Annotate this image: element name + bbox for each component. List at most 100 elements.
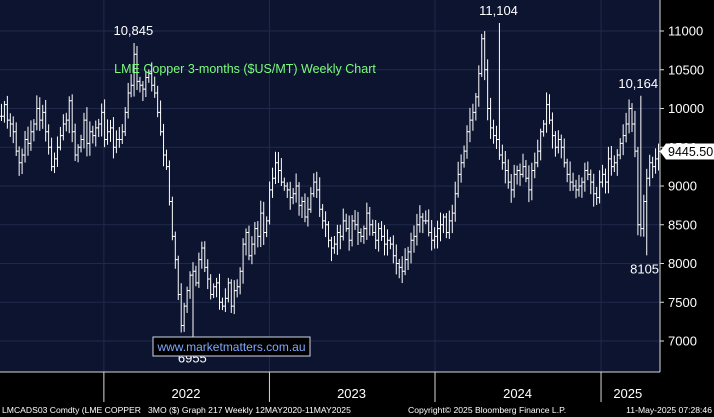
ohlc-bar [41,104,45,129]
ohlc-bar [185,286,189,313]
ohlc-bar [158,100,163,136]
ohlc-bar [247,225,251,261]
ohlc-bar [350,215,354,247]
ohlc-bar [226,277,230,303]
ohlc-bar [559,134,563,159]
ohlc-bar [0,103,4,122]
ohlc-bar [359,228,363,243]
ohlc-bar [47,124,51,155]
ohlc-bar [547,94,552,125]
ohlc-bar [332,235,337,254]
ohlc-bar [536,139,540,168]
ohlc-bar [229,279,233,314]
y-tick-label: 7500 [668,295,697,310]
ohlc-bar [29,120,33,151]
ohlc-bar [70,94,74,143]
ohlc-bar [412,225,416,253]
ohlc-bar [323,211,328,238]
ohlc-bar [111,117,116,159]
ohlc-bar [589,169,593,195]
ohlc-bar [49,137,54,172]
ohlc-bar [300,196,304,218]
ohlc-bar [368,206,372,236]
x-tick-label: 2025 [613,386,642,401]
y-tick-label: 7000 [668,334,697,349]
ohlc-bar [91,125,95,144]
ohlc-bar [568,161,572,192]
ohlc-bar [642,194,646,237]
ohlc-bar [506,159,510,189]
ohlc-bar [23,130,27,163]
ohlc-bar [97,118,101,137]
ohlc-bar [636,146,640,236]
price-annotation: 8105 [630,261,659,276]
ohlc-bar [44,99,48,142]
ohlc-bar [102,99,107,148]
x-tick-label: 2024 [503,386,532,401]
ohlc-bar [11,116,15,144]
ohlc-bar [176,255,180,301]
ohlc-bar [17,146,21,176]
ohlc-bar [212,283,216,299]
ohlc-bar [108,120,113,142]
ohlc-bar [450,204,454,234]
ohlc-bar [123,107,127,137]
ohlc-bar [435,220,440,249]
ohlc-bar [651,156,655,179]
ohlc-bar [550,112,555,149]
ohlc-bar [82,112,86,149]
ohlc-bar [35,95,39,131]
ohlc-bar [14,122,18,157]
ohlc-bar [132,43,136,97]
ohlc-bar [577,174,581,197]
ohlc-bar [630,103,634,133]
ohlc-bar [200,241,204,269]
ohlc-bar [209,274,213,300]
y-tick-label: 10000 [668,101,704,116]
ohlc-bar [100,103,104,137]
ohlc-bar [595,186,599,205]
ohlc-bar [223,288,228,313]
ohlc-bar [394,244,398,275]
ohlc-bar [220,297,225,311]
ohlc-bar [488,97,493,140]
ohlc-bar [129,74,133,98]
ohlc-bar [580,177,584,198]
ohlc-bar [483,31,487,81]
ohlc-bar [38,97,42,131]
ohlc-bar [282,177,286,191]
ohlc-bar [371,219,375,236]
ohlc-bar [232,280,236,315]
ohlc-bar [79,134,83,153]
ohlc-bar [494,125,499,149]
ohlc-bar [597,170,602,204]
footer-background [0,403,714,417]
ohlc-bar [309,187,313,213]
ohlc-bar [648,154,652,187]
ohlc-bar [20,148,24,175]
ohlc-bar [341,208,345,241]
ohlc-bar [73,123,77,161]
ohlc-bar [64,112,68,132]
ohlc-bar [138,76,142,93]
ohlc-bar [203,241,207,273]
ohlc-bar [270,167,275,198]
ohlc-bar [542,120,546,137]
ohlc-bar [256,221,260,248]
ohlc-bar [356,211,360,246]
ohlc-bar [609,145,613,176]
ohlc-bar [444,213,448,239]
price-annotation: 10,845 [113,23,153,38]
ohlc-bar [586,161,590,181]
ohlc-bar [67,96,71,134]
ohlc-bar [374,219,378,250]
ohlc-bar [76,144,80,163]
footer-copyright: Copyright© 2025 Bloomberg Finance L.P. [408,405,566,415]
ohlc-bar [191,262,195,345]
ohlc-bar [344,213,348,232]
ohlc-bar [85,107,89,157]
ohlc-bar [553,131,558,157]
ohlc-bar [312,173,316,198]
ohlc-bar [385,229,390,256]
ohlc-bar [388,236,393,250]
